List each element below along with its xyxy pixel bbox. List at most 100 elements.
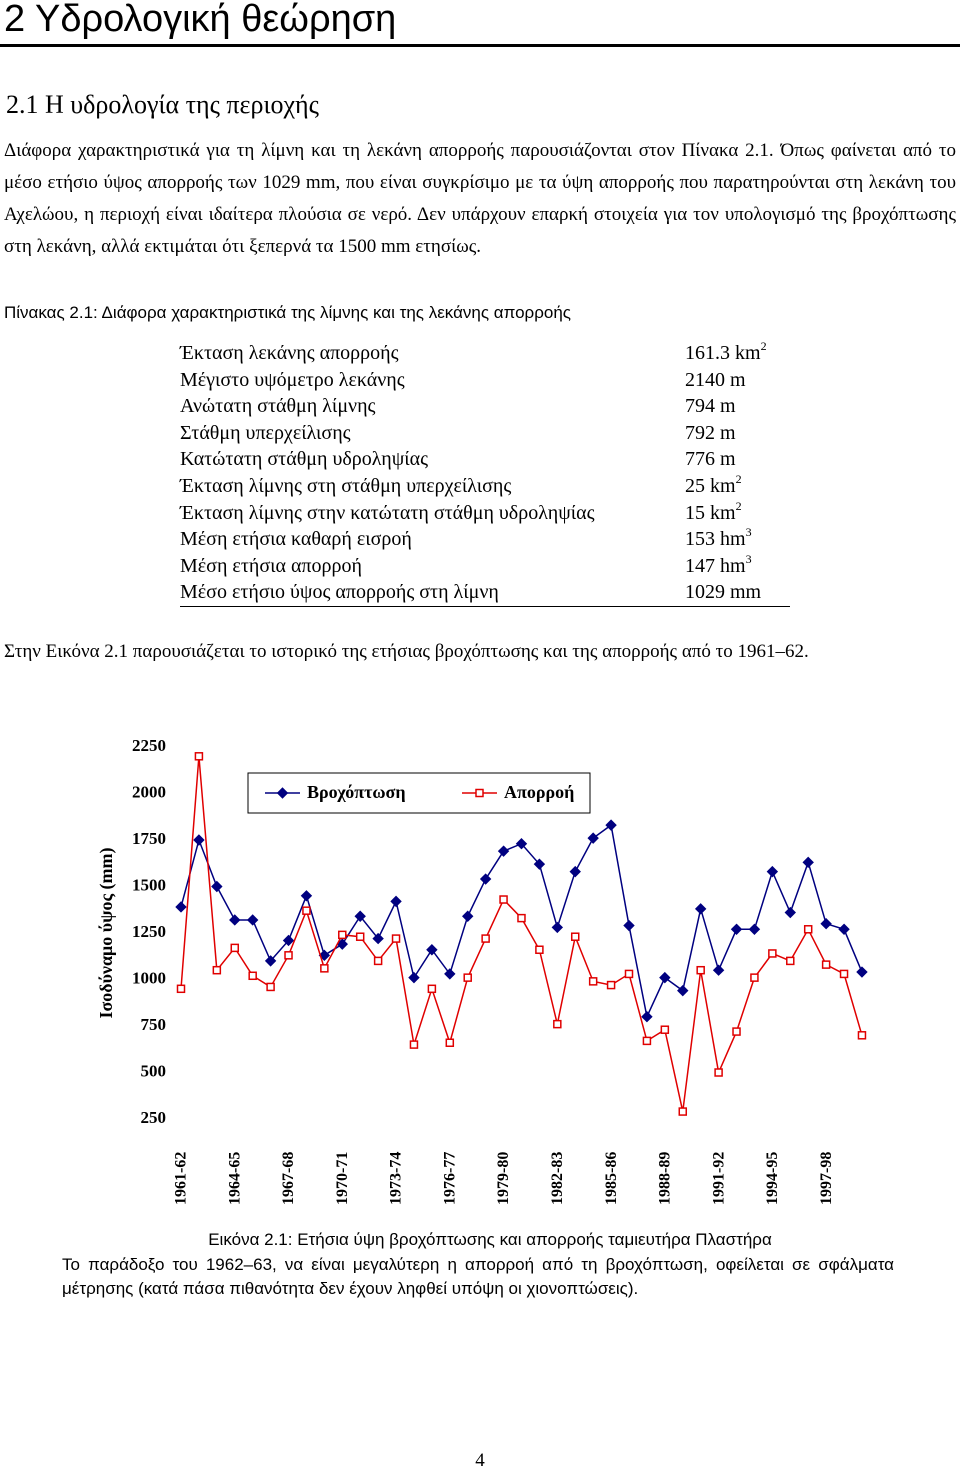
- data-point: [570, 932, 580, 941]
- row-value: 15 km2: [685, 500, 742, 527]
- value-text: 15 km: [685, 501, 736, 524]
- data-point: [427, 984, 437, 994]
- y-tick-label: 1250: [132, 922, 166, 941]
- data-point: [551, 921, 564, 934]
- y-tick-label: 1500: [132, 875, 166, 894]
- value-text: 153 hm: [685, 528, 746, 551]
- data-point: [660, 1025, 670, 1034]
- data-point: [463, 973, 472, 982]
- page-number: 4: [475, 1450, 485, 1471]
- x-tick-label: 1982-83: [549, 1152, 566, 1205]
- data-point: [408, 971, 420, 984]
- data-point: [264, 955, 277, 967]
- x-tick-label: 1967-68: [280, 1152, 297, 1205]
- legend-marker: [276, 787, 289, 799]
- data-point: [229, 914, 241, 926]
- y-axis-label: Ισοδύναμο ύψος (mm): [96, 847, 117, 1018]
- legend-box: [247, 772, 591, 814]
- data-point: [533, 858, 546, 870]
- data-point: [803, 925, 813, 934]
- row-value: 147 hm3: [685, 553, 752, 580]
- data-point: [409, 1040, 419, 1049]
- data-point: [282, 934, 295, 947]
- data-point: [732, 1027, 741, 1036]
- y-tick-label: 2250: [132, 736, 166, 755]
- x-tick-label: 1985-86: [603, 1152, 620, 1205]
- y-tick-label: 1000: [132, 968, 166, 987]
- data-point: [856, 966, 868, 978]
- data-point: [515, 838, 528, 850]
- value-text: 794 m: [685, 395, 736, 418]
- y-tick-label: 750: [141, 1015, 167, 1034]
- row-value: 2140 m: [685, 367, 746, 394]
- data-point: [677, 984, 689, 997]
- data-point: [193, 834, 205, 846]
- row-value: 25 km2: [685, 473, 742, 500]
- data-point: [355, 932, 365, 941]
- row-value: 161.3 km2: [685, 340, 767, 367]
- x-tick-label: 1970-71: [334, 1152, 351, 1205]
- data-point: [839, 969, 849, 979]
- row-value: 153 hm3: [685, 526, 752, 553]
- data-point: [497, 845, 510, 857]
- value-text: 792 m: [685, 421, 736, 444]
- data-point: [623, 919, 635, 932]
- row-label: Έκταση λίμνης στη στάθμη υπερχείλισης: [180, 474, 512, 497]
- figure-caption: Εικόνα 2.1: Ετήσια ύψη βροχόπτωσης και α…: [208, 1230, 772, 1249]
- row-label: Μέγιστο υψόμετρο λεκάνης: [180, 368, 405, 391]
- row-value: 792 m: [685, 420, 736, 447]
- data-point: [857, 1031, 867, 1040]
- data-point: [553, 1019, 562, 1029]
- legend-marker: [475, 788, 484, 798]
- data-point: [284, 951, 293, 960]
- data-point: [535, 945, 544, 954]
- data-point: [766, 865, 779, 878]
- data-point: [481, 934, 490, 943]
- data-point: [499, 895, 508, 904]
- data-point: [659, 971, 671, 984]
- y-tick-label: 250: [141, 1108, 167, 1127]
- value-superscript: 2: [735, 498, 742, 513]
- data-point: [588, 977, 598, 986]
- paragraph: Στην Εικόνα 2.1 παρουσιάζεται το ιστορικ…: [4, 641, 809, 662]
- x-tick-label: 1991-92: [710, 1152, 727, 1205]
- data-point: [230, 943, 240, 953]
- value-text: 161.3 km: [685, 342, 761, 364]
- data-point: [768, 949, 777, 958]
- table: Έκταση λεκάνης απορροής 161.3 km2 Μέγιστο …: [180, 340, 790, 607]
- x-tick-label: 1988-89: [657, 1152, 674, 1205]
- data-point: [714, 1068, 723, 1077]
- row-value: 1029 mm: [685, 579, 761, 606]
- value-superscript: 2: [760, 339, 767, 353]
- table-row: Κατώτατη στάθμη υδροληψίας 776 m: [180, 446, 790, 473]
- table-row: Μέση ετήσια καθαρή εισροή 153 hm3: [180, 526, 790, 553]
- data-point: [373, 956, 383, 966]
- data-point: [786, 956, 795, 966]
- data-point: [587, 832, 599, 844]
- data-point: [606, 980, 616, 990]
- data-point: [605, 819, 617, 831]
- paragraph: Διάφορα χαρακτηριστικά για τη λίμνη και …: [4, 140, 956, 257]
- data-point: [678, 1107, 688, 1116]
- data-point: [445, 1038, 455, 1047]
- table-row: Έκταση λεκάνης απορροής 161.3 km2: [180, 340, 790, 367]
- data-point: [426, 944, 438, 956]
- x-tick-label: 1976-77: [441, 1152, 458, 1205]
- row-label: Στάθμη υπερχείλισης: [180, 421, 351, 444]
- x-tick-label: 1973-74: [388, 1152, 405, 1205]
- value-text: 147 hm: [685, 554, 746, 577]
- table-row: Μέγιστο υψόμετρο λεκάνης 2140 m: [180, 367, 790, 394]
- data-point: [784, 906, 796, 919]
- x-tick-label: 1964-65: [226, 1152, 243, 1205]
- data-point: [320, 964, 329, 973]
- value-text: 25 km: [685, 474, 736, 497]
- data-point: [176, 984, 186, 994]
- data-point: [712, 964, 725, 976]
- data-point: [750, 973, 759, 982]
- table-caption: Πίνακας 2.1: Διάφορα χαρακτηριστικά της …: [4, 303, 571, 322]
- data-point: [212, 965, 222, 975]
- x-tick-label: 1961-62: [173, 1152, 190, 1205]
- value-text: 776 m: [685, 448, 736, 471]
- data-point: [821, 960, 831, 969]
